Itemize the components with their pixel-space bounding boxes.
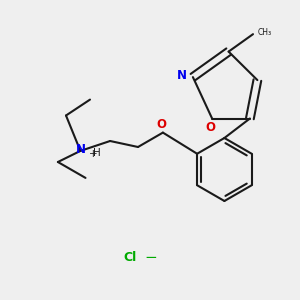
- Text: Cl: Cl: [123, 250, 136, 264]
- Text: H: H: [93, 148, 101, 158]
- Text: N: N: [76, 143, 86, 156]
- Text: −: −: [144, 250, 157, 265]
- Text: +: +: [89, 149, 97, 159]
- Text: O: O: [156, 118, 167, 131]
- Text: O: O: [206, 121, 216, 134]
- Text: N: N: [176, 69, 187, 82]
- Text: CH₃: CH₃: [257, 28, 272, 37]
